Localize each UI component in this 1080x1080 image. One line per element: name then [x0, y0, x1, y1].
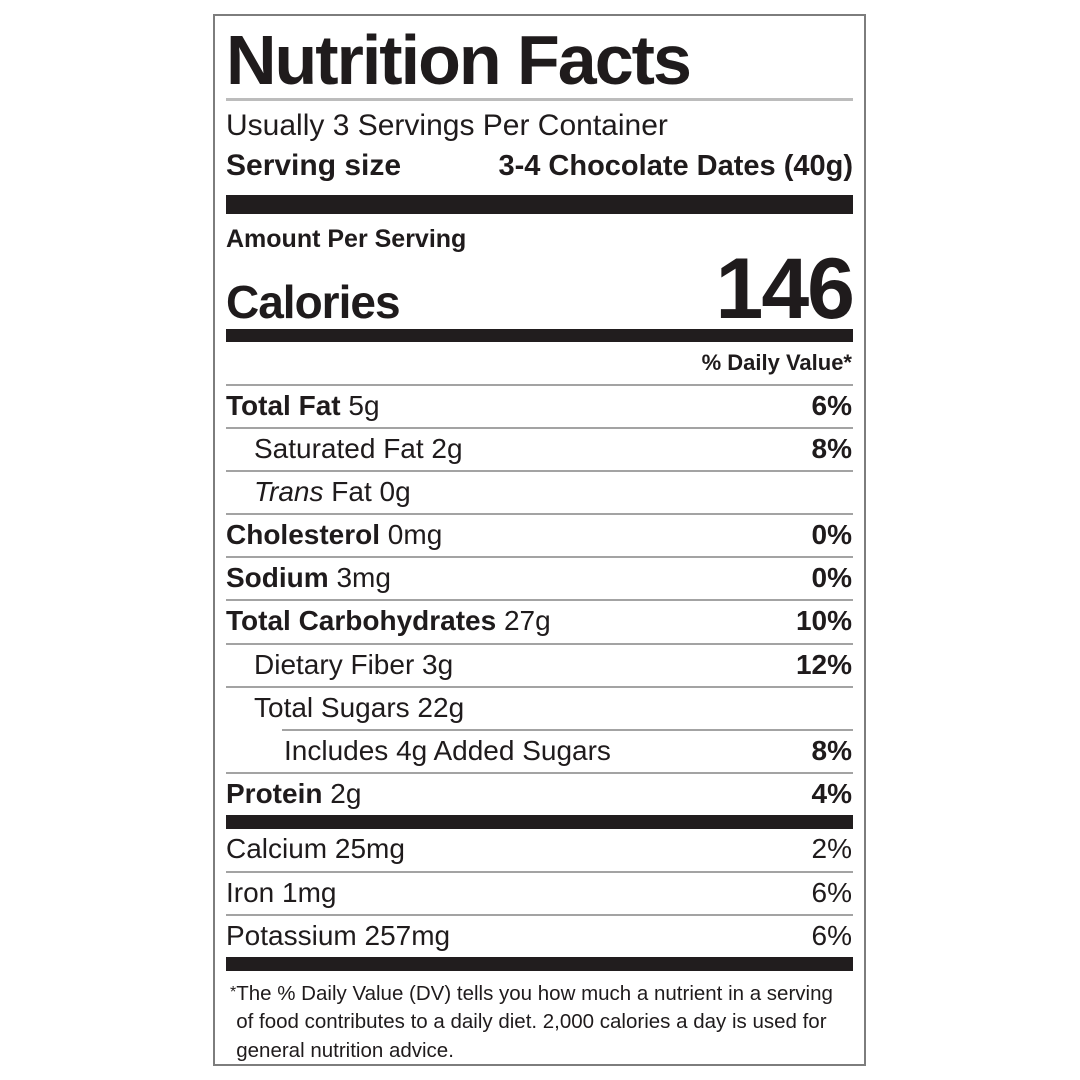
nutrient-row-daily-value: 6%	[811, 389, 852, 421]
calories-separator-bar	[226, 329, 853, 343]
calories-label: Calories	[226, 276, 401, 328]
mineral-row-daily-value: 6%	[811, 876, 852, 908]
serving-size-value: 3-4 Chocolate Dates (40g)	[498, 150, 853, 182]
nutrient-row-daily-value: 0%	[811, 562, 852, 594]
footnote-marker: *	[230, 983, 237, 1001]
nutrient-row-daily-value: 10%	[795, 605, 852, 637]
title-divider	[226, 98, 853, 101]
nutrient-row-name: Dietary Fiber 3g	[254, 648, 454, 680]
nutrient-row: Sodium 3mg 0%	[226, 556, 853, 599]
nutrient-row: Total Fat 5g 6%	[226, 383, 853, 427]
mineral-row: Iron 1mg 6%	[226, 870, 853, 914]
nutrient-row-name: Trans Fat 0g	[254, 475, 411, 507]
mineral-row-daily-value: 2%	[811, 833, 852, 865]
nutrient-row: Dietary Fiber 3g 12%	[226, 642, 853, 686]
nutrient-row-name: Total Sugars 22g	[254, 691, 465, 723]
nutrient-row: Trans Fat 0g	[226, 469, 853, 513]
mineral-row-name: Iron 1mg	[226, 876, 337, 908]
thick-separator-bar	[226, 195, 853, 214]
nutrition-facts-label: Nutrition Facts Usually 3 Servings Per C…	[213, 14, 866, 1066]
nutrient-row-name: Total Carbohydrates 27g	[226, 605, 551, 637]
nutrient-row-daily-value: 8%	[811, 432, 852, 464]
nutrient-row-name: Sodium 3mg	[226, 562, 391, 594]
mineral-row-daily-value: 6%	[811, 919, 852, 951]
label-title: Nutrition Facts	[226, 21, 692, 99]
nutrient-row-daily-value: 8%	[811, 735, 852, 766]
serving-size-row: Serving size 3-4 Chocolate Dates (40g)	[226, 146, 853, 195]
nutrient-row-daily-value: 4%	[811, 778, 852, 810]
mineral-rows: Calcium 25mg 2% Iron 1mg 6% Potassium 257mg 6…	[226, 829, 853, 957]
nutrient-rows: Total Fat 5g 6% Saturated Fat 2g 8% Trans Fa…	[226, 383, 853, 816]
mineral-row-name: Calcium 25mg	[226, 833, 405, 865]
mineral-row: Potassium 257mg 6%	[226, 913, 853, 957]
calories-row: Calories 146	[226, 241, 855, 337]
footnote: * The % Daily Value (DV) tells you how m…	[226, 971, 853, 1064]
nutrient-row-daily-value: 0%	[811, 519, 852, 551]
nutrient-row-name: Protein 2g	[226, 778, 362, 810]
nutrient-row: Cholesterol 0mg 0%	[226, 513, 853, 556]
daily-value-header: % Daily Value*	[701, 350, 852, 376]
nutrient-row-name: Total Fat 5g	[226, 389, 380, 421]
amount-per-serving-label: Amount Per Serving	[226, 225, 467, 253]
nutrient-row: Includes 4g Added Sugars 8%	[282, 729, 853, 772]
nutrient-row-daily-value: 12%	[795, 648, 852, 680]
nutrient-row: Protein 2g 4%	[226, 772, 853, 815]
footnote-text: The % Daily Value (DV) tells you how muc…	[236, 981, 833, 1062]
nutrient-row: Saturated Fat 2g 8%	[226, 426, 853, 470]
nutrient-row: Total Carbohydrates 27g 10%	[226, 599, 853, 642]
minerals-separator-bar	[226, 956, 853, 971]
nutrient-row-name: Cholesterol 0mg	[226, 519, 443, 551]
servings-per-container: Usually 3 Servings Per Container	[226, 109, 668, 142]
mineral-row-name: Potassium 257mg	[226, 919, 451, 951]
mineral-row: Calcium 25mg 2%	[226, 829, 853, 870]
protein-separator-bar	[226, 815, 853, 830]
serving-size-label: Serving size	[226, 149, 402, 182]
nutrient-row-name: Saturated Fat 2g	[254, 432, 463, 464]
nutrient-row-name: Includes 4g Added Sugars	[284, 735, 611, 766]
calories-value: 146	[715, 241, 855, 337]
nutrient-row: Total Sugars 22g	[226, 685, 853, 729]
